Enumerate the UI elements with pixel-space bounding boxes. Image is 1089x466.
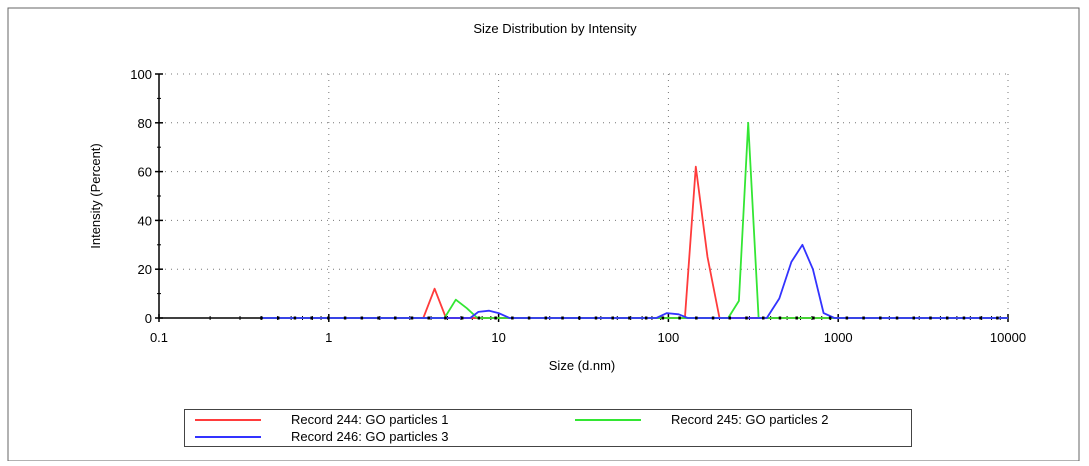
baseline-marker [511,316,514,320]
baseline-marker [678,316,681,320]
y-tick-label: 0 [145,311,152,326]
baseline-marker [795,316,798,320]
baseline-marker [745,316,748,320]
baseline-marker [561,316,564,320]
baseline-marker [711,316,715,320]
x-tick-label: 0.1 [150,330,168,345]
x-axis-label: Size (d.nm) [549,358,615,373]
baseline-marker [477,316,481,320]
legend-label-3: Record 246: GO particles 3 [291,429,449,444]
baseline-marker [276,316,280,320]
baseline-marker [628,316,631,320]
baseline-marker [460,316,464,320]
baseline-marker [611,316,614,320]
baseline-marker [327,316,330,320]
baseline-marker [812,316,815,320]
baseline-marker [695,316,698,320]
baseline-marker [845,316,849,320]
baseline-marker [929,316,932,320]
series-lines [260,121,1008,320]
baseline-marker [260,316,263,320]
baseline-marker [728,316,732,320]
y-tick-label: 60 [138,165,152,180]
baseline-marker [293,316,297,320]
y-axis-label: Intensity (Percent) [88,143,103,249]
baseline-marker [427,316,430,320]
legend-swatch-3 [195,436,261,438]
x-tick-label: 1000 [824,330,853,345]
baseline-marker [912,316,916,320]
baseline-marker [996,316,999,320]
legend-label-1: Record 244: GO particles 1 [291,412,449,427]
baseline-marker [778,316,782,320]
baseline-marker [661,316,665,320]
legend-swatch-2 [575,419,641,421]
baseline-marker [578,316,581,320]
y-tick-label: 100 [130,67,152,82]
y-tick-label: 20 [138,262,152,277]
series-line-3 [261,243,1008,319]
baseline-marker [879,316,882,320]
baseline-marker [979,316,982,320]
baseline-marker [377,316,380,320]
y-tick-label: 80 [138,116,152,131]
baseline-marker [343,316,347,320]
legend: Record 244: GO particles 1 Record 245: G… [184,409,912,447]
legend-label-2: Record 245: GO particles 2 [671,412,829,427]
baseline-marker [310,316,313,320]
baseline-marker [644,316,648,320]
y-tick-label: 40 [138,213,152,228]
x-tick-label: 1 [325,330,332,345]
baseline-marker [544,316,548,320]
baseline-marker [828,316,832,320]
baseline-marker [962,316,966,320]
x-tick-label: 10 [491,330,505,345]
baseline-marker [494,316,497,320]
baseline-marker [444,316,447,320]
chart-border [7,7,1080,462]
baseline-marker [945,316,949,320]
x-tick-label: 100 [658,330,680,345]
baseline-marker [761,316,765,320]
x-tick-label: 10000 [990,330,1026,345]
baseline-marker [594,316,598,320]
baseline-marker [410,316,414,320]
legend-swatch-1 [195,419,261,421]
baseline-marker [895,316,899,320]
baseline-marker [527,316,531,320]
chart-title: Size Distribution by Intensity [473,21,637,36]
baseline-marker [394,316,397,320]
baseline-marker [862,316,865,320]
baseline-marker [360,316,364,320]
